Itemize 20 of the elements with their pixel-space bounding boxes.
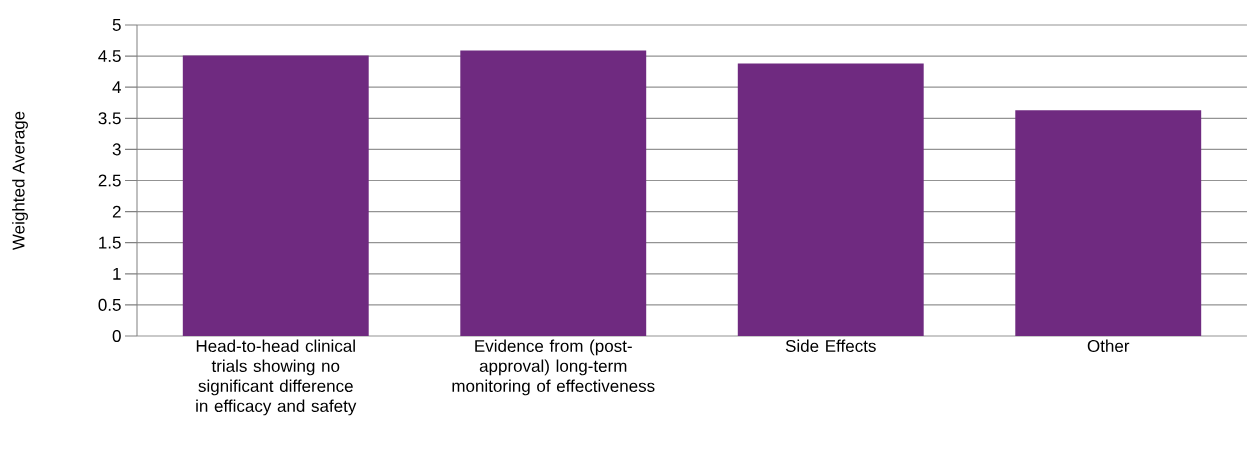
bar xyxy=(182,55,369,336)
y-tick-label: 2 xyxy=(112,205,121,218)
y-tick-label: 4.5 xyxy=(98,50,121,63)
y-tick-label: 5 xyxy=(112,19,121,31)
y-tick-label: 3 xyxy=(112,143,121,156)
y-tick-label: 3.5 xyxy=(98,112,121,125)
y-tick-label: 0.5 xyxy=(98,298,121,311)
bar xyxy=(737,63,924,336)
x-tick-label: Other xyxy=(1087,339,1130,353)
bar xyxy=(1015,110,1202,336)
y-tick-label: 4 xyxy=(112,81,121,94)
y-tick-label: 0 xyxy=(112,329,121,343)
bar xyxy=(460,50,647,336)
y-axis-title: Weighted Average xyxy=(12,111,28,251)
x-tick-label: Evidence from (post-approval) long-term monitoring of effectiveness xyxy=(452,339,655,396)
x-tick-label: Head-to-head clinical trials showing no significant difference in efficacy and safety xyxy=(196,339,357,416)
y-tick-label: 2.5 xyxy=(98,174,121,187)
x-tick-label: Side Effects xyxy=(785,339,876,353)
y-tick-label: 1 xyxy=(113,267,121,280)
y-tick-label: 1.5 xyxy=(99,236,121,249)
